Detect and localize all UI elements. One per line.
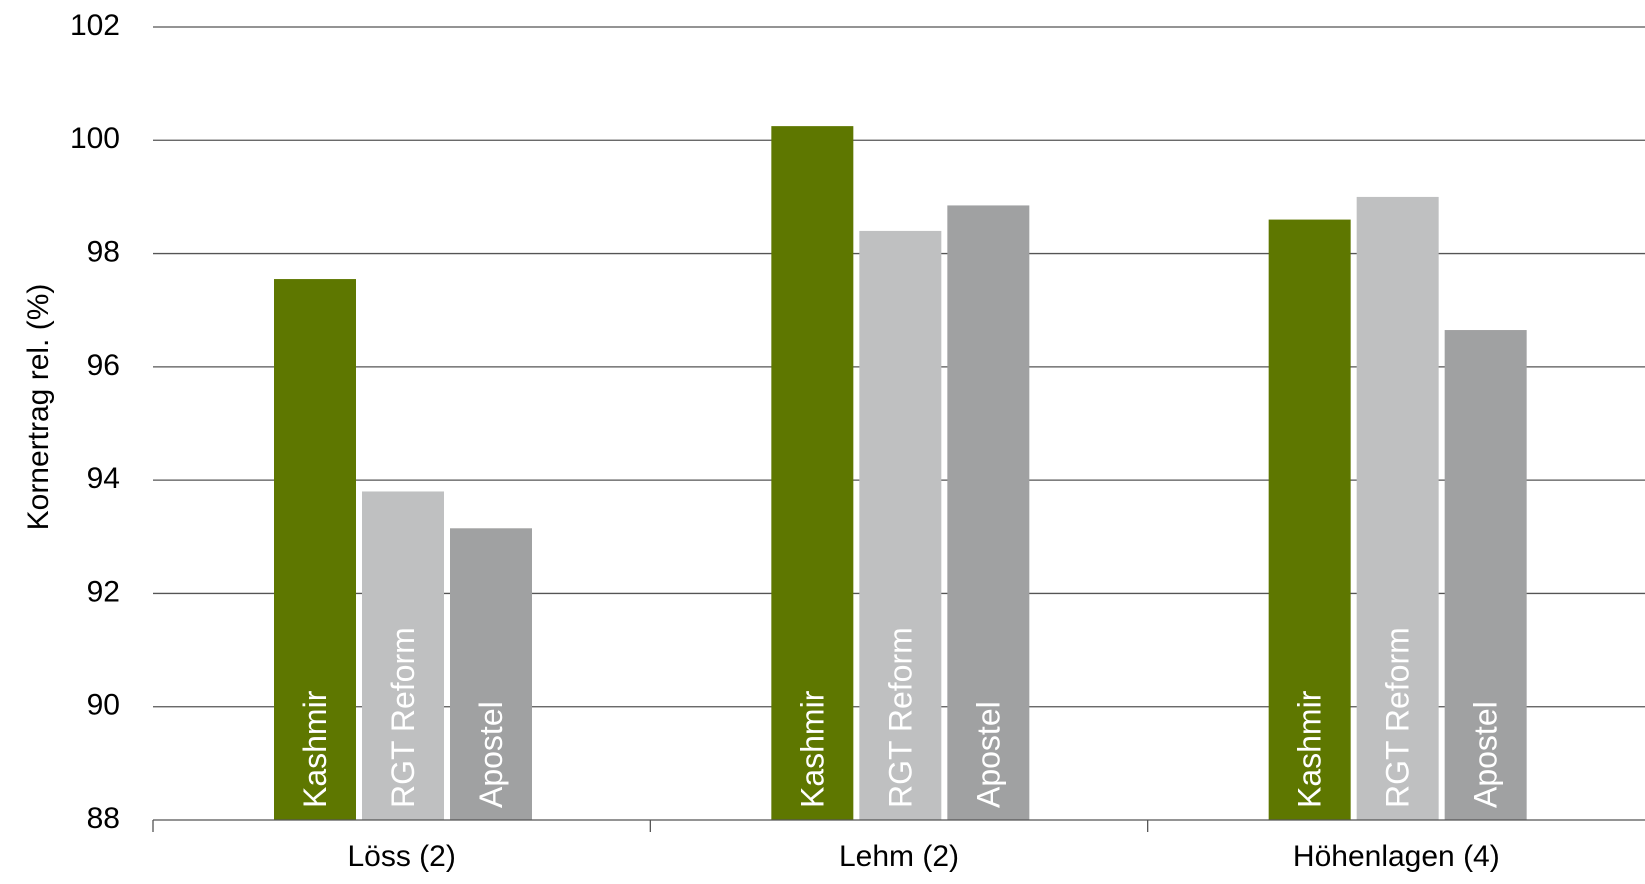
bar [450,528,532,820]
y-axis-title: Kornertrag rel. (%) [22,284,55,531]
x-category-label: Höhenlagen (4) [1293,840,1500,873]
bar-series-label: Apostel [473,701,509,808]
bars [274,126,1527,821]
bar [362,491,444,820]
y-tick-label: 94 [87,462,120,495]
x-category-label: Löss (2) [347,840,455,873]
y-tick-label: 102 [70,9,120,42]
y-tick-label: 90 [87,689,120,722]
bar-series-label: Kashmir [1292,690,1328,808]
x-category-label: Lehm (2) [839,840,959,873]
bar [1356,196,1439,820]
bar-series-label: Kashmir [297,690,333,808]
bar-series-label: RGT Reform [385,627,421,808]
bar [1268,219,1351,821]
y-tick-label: 98 [87,235,120,268]
y-axis: 88 90 92 94 96 98 100 102 [70,9,120,835]
bar-series-label: RGT Reform [882,627,918,808]
y-tick-label: 88 [87,802,120,835]
bar-series-label: RGT Reform [1380,627,1416,808]
bar-series-label: Apostel [1468,701,1504,808]
y-tick-label: 100 [70,122,120,155]
bar [1444,330,1527,820]
bar-labels: Kashmir RGT Reform Apostel Kashmir RGT Refor… [297,627,1504,808]
bar [274,279,356,821]
y-tick-label: 96 [87,349,120,382]
bar [947,205,1030,821]
bar-series-label: Apostel [970,701,1006,808]
y-tick-label: 92 [87,575,120,608]
x-axis: Löss (2) Lehm (2) Höhenlagen (4) [152,819,1645,873]
bar [859,230,942,820]
bar [771,126,854,820]
bar-series-label: Kashmir [794,690,830,808]
